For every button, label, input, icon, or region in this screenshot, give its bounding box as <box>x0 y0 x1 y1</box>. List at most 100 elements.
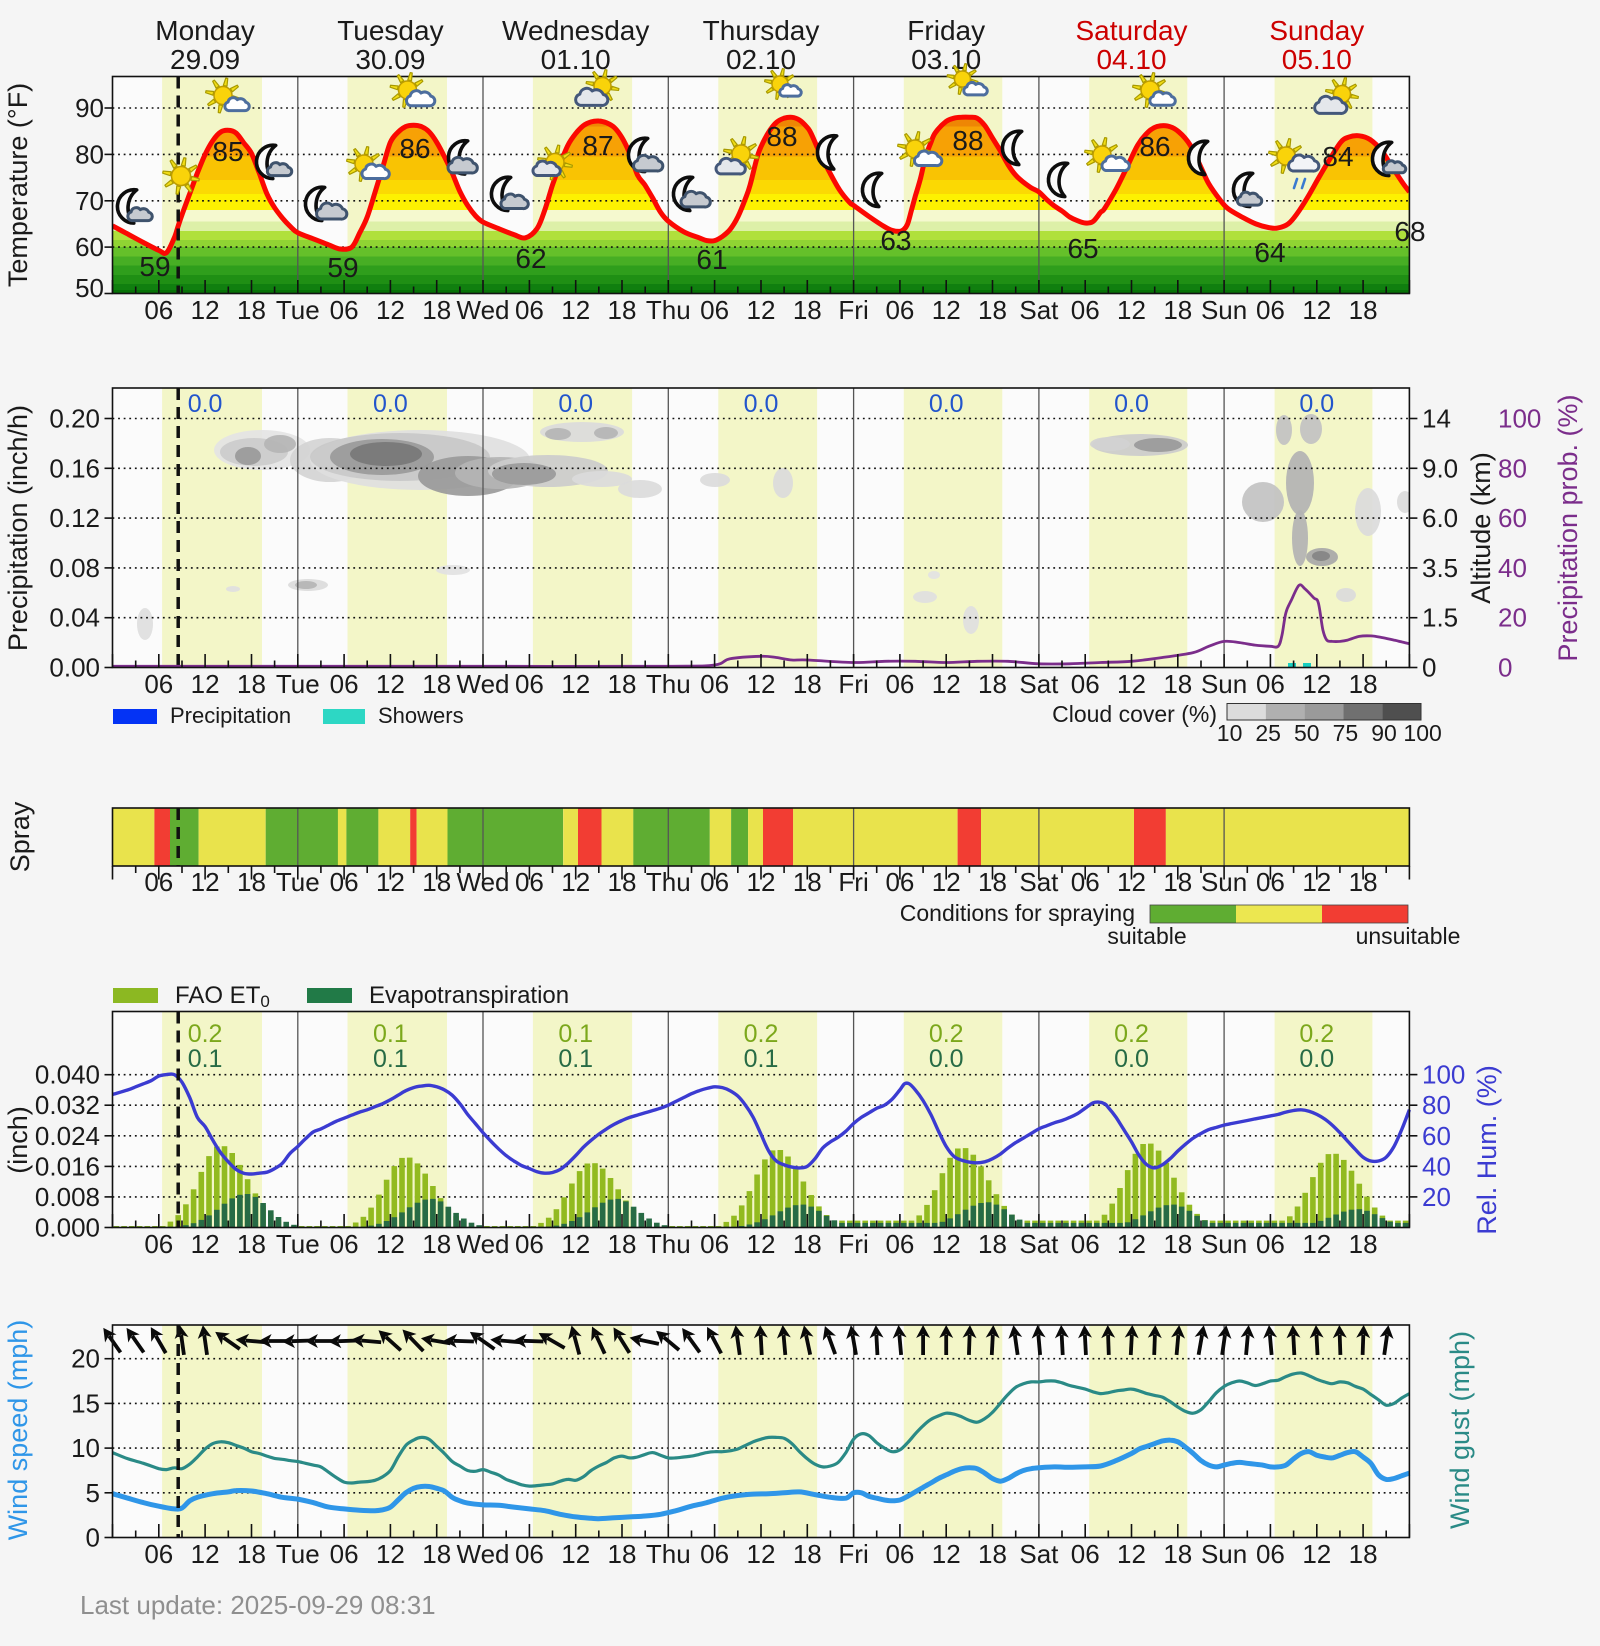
svg-text:85: 85 <box>212 136 243 167</box>
svg-text:60: 60 <box>75 232 104 262</box>
svg-text:06: 06 <box>515 295 544 325</box>
svg-text:12: 12 <box>1302 1539 1331 1569</box>
svg-text:88: 88 <box>766 121 797 152</box>
svg-text:Thu: Thu <box>646 295 691 325</box>
svg-text:12: 12 <box>561 1229 590 1259</box>
svg-text:12: 12 <box>376 669 405 699</box>
svg-text:87: 87 <box>582 130 613 161</box>
svg-text:18: 18 <box>793 1229 822 1259</box>
svg-text:Tue: Tue <box>276 669 320 699</box>
svg-text:0.0: 0.0 <box>929 390 964 418</box>
svg-text:06: 06 <box>1256 1229 1285 1259</box>
svg-text:Sunday: Sunday <box>1269 15 1364 46</box>
svg-text:3.5: 3.5 <box>1422 553 1458 583</box>
svg-text:0.040: 0.040 <box>35 1060 100 1090</box>
svg-text:12: 12 <box>376 295 405 325</box>
svg-text:0.032: 0.032 <box>35 1090 100 1120</box>
svg-text:12: 12 <box>561 669 590 699</box>
svg-text:18: 18 <box>608 669 637 699</box>
svg-text:Tue: Tue <box>276 1539 320 1569</box>
svg-text:18: 18 <box>608 1229 637 1259</box>
svg-text:Sun: Sun <box>1201 1539 1247 1569</box>
svg-text:12: 12 <box>191 1229 220 1259</box>
svg-text:5: 5 <box>86 1478 100 1508</box>
svg-text:18: 18 <box>978 669 1007 699</box>
svg-text:18: 18 <box>1163 295 1192 325</box>
svg-text:18: 18 <box>237 1539 266 1569</box>
svg-text:18: 18 <box>793 1539 822 1569</box>
svg-text:Showers: Showers <box>378 703 464 728</box>
svg-text:0.0: 0.0 <box>188 390 223 418</box>
svg-text:12: 12 <box>747 1229 776 1259</box>
svg-text:Wed: Wed <box>457 867 510 897</box>
svg-text:06: 06 <box>885 669 914 699</box>
svg-text:12: 12 <box>191 1539 220 1569</box>
svg-text:06: 06 <box>144 1539 173 1569</box>
svg-text:Wed: Wed <box>457 295 510 325</box>
svg-text:60: 60 <box>1422 1121 1451 1151</box>
svg-text:12: 12 <box>1302 867 1331 897</box>
svg-text:Thu: Thu <box>646 867 691 897</box>
svg-text:18: 18 <box>422 669 451 699</box>
svg-text:Precipitation prob. (%): Precipitation prob. (%) <box>1553 394 1583 661</box>
svg-text:Saturday: Saturday <box>1075 15 1187 46</box>
svg-text:0.000: 0.000 <box>35 1213 100 1243</box>
svg-text:18: 18 <box>793 669 822 699</box>
svg-text:10: 10 <box>1217 720 1243 746</box>
svg-text:86: 86 <box>1139 131 1170 162</box>
svg-text:18: 18 <box>793 867 822 897</box>
svg-text:0.1: 0.1 <box>558 1020 593 1048</box>
svg-text:0.0: 0.0 <box>1114 1045 1149 1073</box>
svg-text:18: 18 <box>1349 295 1378 325</box>
svg-text:0.2: 0.2 <box>929 1020 964 1048</box>
svg-text:12: 12 <box>1302 295 1331 325</box>
svg-text:Tue: Tue <box>276 867 320 897</box>
svg-text:0.00: 0.00 <box>49 653 100 683</box>
svg-text:12: 12 <box>1117 669 1146 699</box>
svg-text:Wind speed (mph): Wind speed (mph) <box>3 1320 33 1541</box>
svg-text:18: 18 <box>978 867 1007 897</box>
svg-text:70: 70 <box>75 186 104 216</box>
svg-text:18: 18 <box>978 295 1007 325</box>
svg-text:18: 18 <box>422 1229 451 1259</box>
svg-text:18: 18 <box>1349 1229 1378 1259</box>
svg-text:06: 06 <box>330 669 359 699</box>
svg-text:60: 60 <box>1498 503 1527 533</box>
svg-text:Rel. Hum. (%): Rel. Hum. (%) <box>1472 1065 1502 1235</box>
svg-text:12: 12 <box>191 669 220 699</box>
svg-text:06: 06 <box>1071 295 1100 325</box>
svg-text:Thu: Thu <box>646 669 691 699</box>
svg-text:0.08: 0.08 <box>49 553 100 583</box>
svg-text:Sat: Sat <box>1019 867 1059 897</box>
svg-text:Sun: Sun <box>1201 669 1247 699</box>
svg-text:06: 06 <box>330 867 359 897</box>
svg-text:88: 88 <box>952 125 983 156</box>
svg-text:0.2: 0.2 <box>188 1020 223 1048</box>
svg-text:06: 06 <box>1071 867 1100 897</box>
svg-text:FAO ET0: FAO ET0 <box>175 982 270 1011</box>
svg-text:12: 12 <box>932 669 961 699</box>
svg-text:12: 12 <box>561 295 590 325</box>
svg-text:12: 12 <box>932 867 961 897</box>
svg-text:12: 12 <box>376 1229 405 1259</box>
svg-text:18: 18 <box>793 295 822 325</box>
svg-text:06: 06 <box>700 1229 729 1259</box>
svg-text:75: 75 <box>1333 720 1359 746</box>
svg-text:18: 18 <box>237 1229 266 1259</box>
svg-text:Cloud cover (%): Cloud cover (%) <box>1052 701 1217 727</box>
svg-text:06: 06 <box>700 1539 729 1569</box>
svg-text:06: 06 <box>700 867 729 897</box>
svg-text:18: 18 <box>608 295 637 325</box>
svg-text:18: 18 <box>1349 669 1378 699</box>
svg-text:12: 12 <box>376 1539 405 1569</box>
svg-text:12: 12 <box>932 295 961 325</box>
svg-text:06: 06 <box>144 1229 173 1259</box>
svg-text:Tue: Tue <box>276 1229 320 1259</box>
svg-text:18: 18 <box>1163 1229 1192 1259</box>
svg-text:01.10: 01.10 <box>541 44 611 75</box>
svg-text:0.0: 0.0 <box>929 1045 964 1073</box>
svg-text:0.1: 0.1 <box>188 1045 223 1073</box>
svg-text:12: 12 <box>191 867 220 897</box>
svg-text:0.1: 0.1 <box>373 1020 408 1048</box>
svg-text:Friday: Friday <box>907 15 985 46</box>
